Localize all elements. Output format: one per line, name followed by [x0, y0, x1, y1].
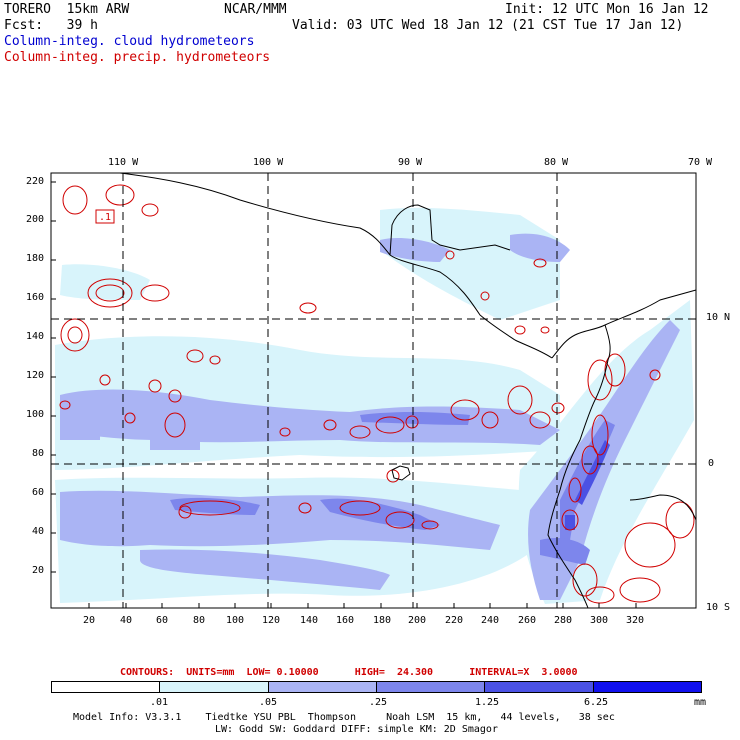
coastlines [119, 172, 697, 609]
lon-label-90w: 90 W [398, 157, 423, 168]
colorbar-label: .25 [369, 697, 388, 708]
colorbar-segment [160, 682, 269, 692]
lon-label-110w: 110 W [108, 157, 139, 168]
contour-box-label: .1 [99, 212, 111, 223]
valid-time: Valid: 03 UTC Wed 18 Jan 12 (21 CST Tue … [292, 18, 684, 33]
lon-label-100w: 100 W [253, 157, 284, 168]
cloud-core-shading [565, 440, 610, 530]
forecast-hour: Fcst: 39 h [4, 18, 98, 33]
y-tick: 200 [26, 214, 45, 225]
colorbar-label: 1.25 [475, 697, 500, 708]
colorbar-segment [52, 682, 161, 692]
cloud-field-label: Column-integ. cloud hydrometeors [4, 34, 255, 49]
model-info-line: Model Info: V3.3.1 Tiedtke YSU PBL Thomp… [73, 712, 615, 723]
x-tick: 240 [481, 615, 500, 626]
lon-label-70w: 70 W [688, 157, 713, 168]
x-tick: 140 [300, 615, 319, 626]
x-tick: 100 [226, 615, 245, 626]
x-tick: 200 [408, 615, 427, 626]
colorbar-label: .01 [150, 697, 169, 708]
colorbar-label: .05 [259, 697, 278, 708]
colorbar-segment [593, 682, 701, 692]
frame-ticks [51, 181, 637, 608]
physics-info-line: LW: Godd SW: Goddard DIFF: simple KM: 2D… [215, 724, 498, 735]
colorbar-segment [268, 682, 377, 692]
colorbar-label: 6.25 [584, 697, 609, 708]
x-tick: 300 [590, 615, 609, 626]
x-tick: 120 [262, 615, 281, 626]
colorbar-segment [376, 682, 486, 692]
x-tick: 80 [193, 615, 206, 626]
x-tick: 40 [120, 615, 133, 626]
lat-label-10s: 10 S [706, 602, 731, 613]
x-tick: 60 [156, 615, 169, 626]
contour-legend: CONTOURS: UNITS=mm LOW= 0.10000 HIGH= 24… [120, 667, 578, 678]
lat-lon-grid [51, 173, 696, 608]
x-tick: 220 [445, 615, 464, 626]
x-tick: 280 [554, 615, 573, 626]
colorbar [51, 681, 702, 693]
y-tick: 120 [26, 370, 45, 381]
x-tick: 260 [518, 615, 537, 626]
lat-label-10n: 10 N [706, 312, 731, 323]
y-tick: 180 [26, 253, 45, 264]
colorbar-units-label: mm [694, 697, 707, 708]
y-tick: 160 [26, 292, 45, 303]
precip-field-label: Column-integ. precip. hydrometeors [4, 50, 271, 65]
x-tick: 320 [626, 615, 645, 626]
y-tick: 220 [26, 176, 45, 187]
x-tick: 20 [83, 615, 96, 626]
lon-label-80w: 80 W [544, 157, 569, 168]
init-time: Init: 12 UTC Mon 16 Jan 12 [505, 2, 709, 17]
precip-contours [59, 184, 695, 604]
y-tick: 100 [26, 409, 45, 420]
x-tick: 180 [373, 615, 392, 626]
y-tick: 80 [32, 448, 45, 459]
colorbar-segment [485, 682, 594, 692]
organization-label: NCAR/MMM [224, 2, 287, 17]
y-tick: 140 [26, 331, 45, 342]
y-tick: 40 [32, 526, 45, 537]
lat-label-0: 0 [708, 458, 715, 469]
model-title: TORERO 15km ARW [4, 2, 130, 17]
y-tick: 60 [32, 487, 45, 498]
x-tick: 160 [336, 615, 355, 626]
y-tick: 20 [32, 565, 45, 576]
